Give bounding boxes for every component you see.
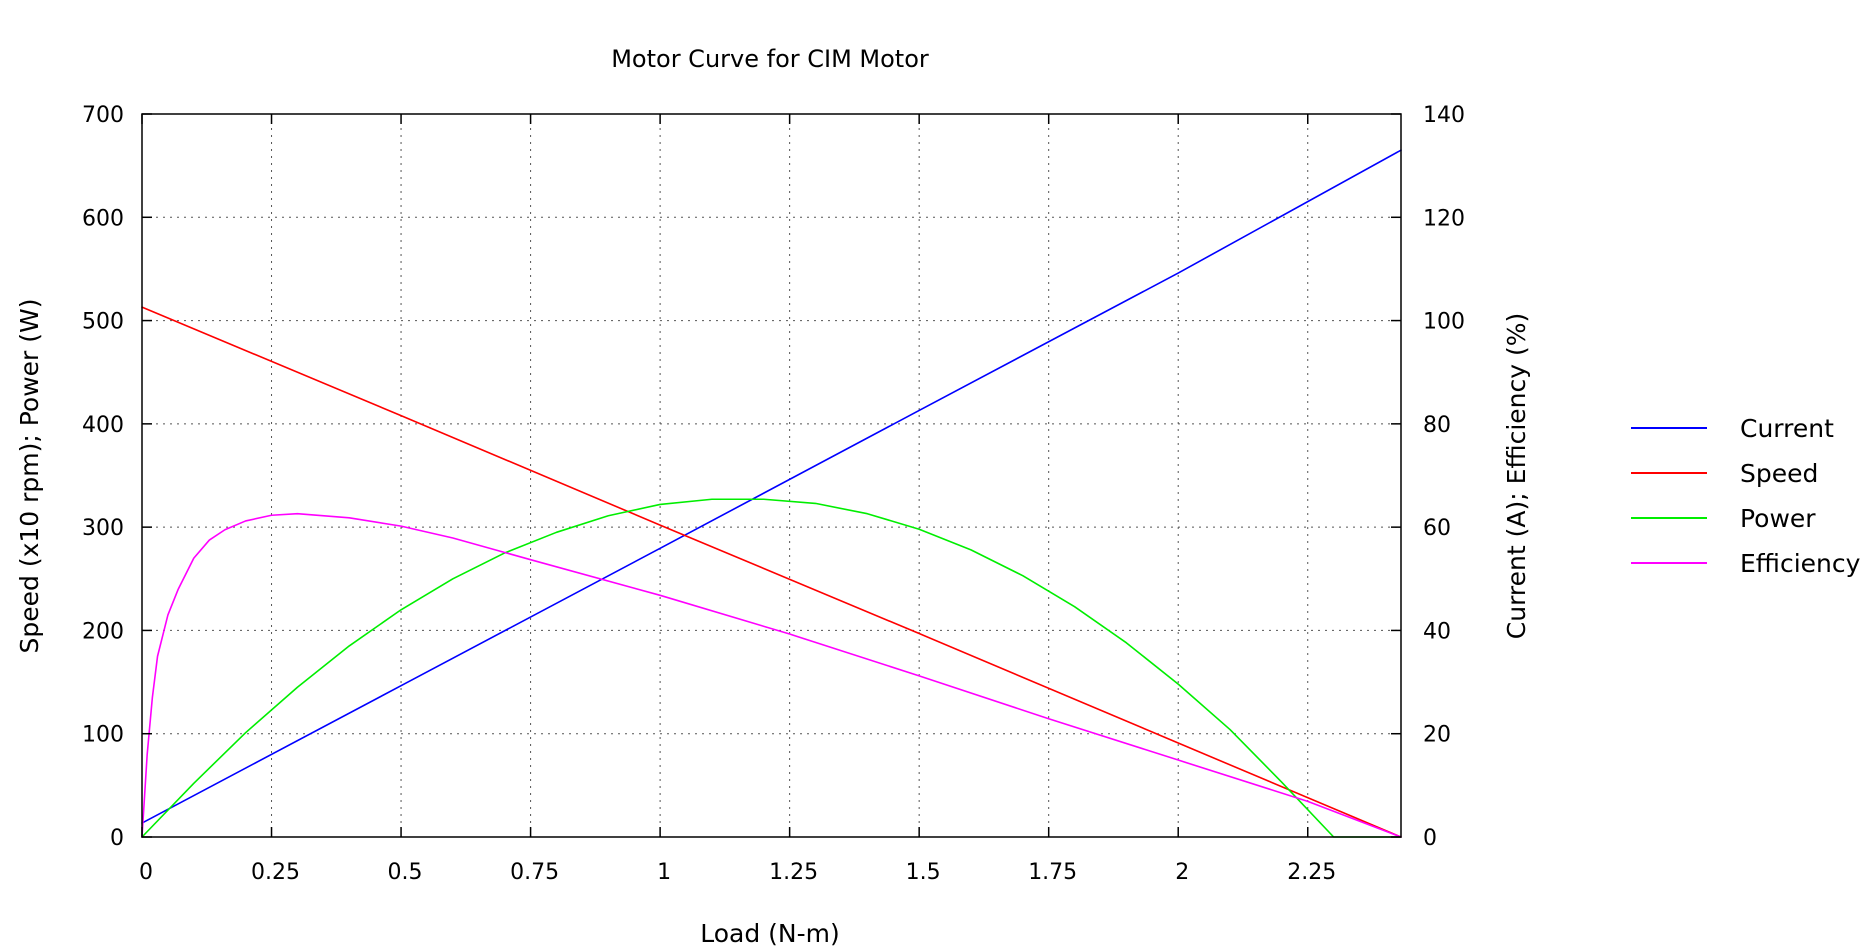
y-tick-label: 100 [82,723,124,748]
series-line-current [141,149,1402,824]
y2-tick-label: 140 [1423,103,1465,128]
y-tick-label: 200 [82,619,124,644]
x-tick-label: 2.25 [1287,860,1336,885]
x-tick-label: 1.25 [769,860,818,885]
x-tick-label: 2 [1175,860,1189,885]
y-tick-label: 400 [82,413,124,438]
y-tick-label: 300 [82,516,124,541]
y2-tick-label: 120 [1423,206,1465,231]
x-tick-label: 1.75 [1028,860,1077,885]
y2-tick-label: 100 [1423,310,1465,335]
x-tick-label: 0.5 [388,860,423,885]
y2-tick-label: 20 [1423,723,1451,748]
y-axis-title: Speed (x10 rpm); Power (W) [15,298,44,653]
grid [142,114,1401,837]
plot-frame [141,113,1402,838]
legend-label-power: Power [1740,504,1816,533]
series-line-power [141,498,1402,838]
legend-label-current: Current [1740,414,1834,443]
legend-label-efficiency: Efficiency [1740,549,1861,578]
chart-title: Motor Curve for CIM Motor [611,45,929,73]
y2-tick-label: 0 [1423,826,1437,851]
y2-tick-label: 60 [1423,516,1451,541]
x-tick-label: 1 [657,860,671,885]
y-tick-label: 500 [82,310,124,335]
y2-tick-label: 80 [1423,413,1451,438]
series-line-efficiency [141,512,1402,838]
y2-tick-label: 40 [1423,619,1451,644]
y2-axis-title: Current (A); Efficiency (%) [1502,313,1531,639]
series-line-speed [141,306,1402,838]
series-lines [141,149,1402,838]
axis-ticks: 0 0.25 0.5 0.75 1 1.25 1.5 1.75 2 2.2501002003004… [82,103,1465,885]
x-axis-title: Load (N-m) [700,919,840,948]
x-tick-label: 1.5 [906,860,941,885]
x-tick-label: 0.25 [251,860,300,885]
legend-label-speed: Speed [1740,459,1818,488]
y-tick-label: 700 [82,103,124,128]
x-tick-label: 0 [139,860,153,885]
y-tick-label: 600 [82,206,124,231]
y-tick-label: 0 [110,826,124,851]
legend: Current Speed Power Efficiency [1631,414,1861,578]
x-tick-label: 0.75 [510,860,559,885]
